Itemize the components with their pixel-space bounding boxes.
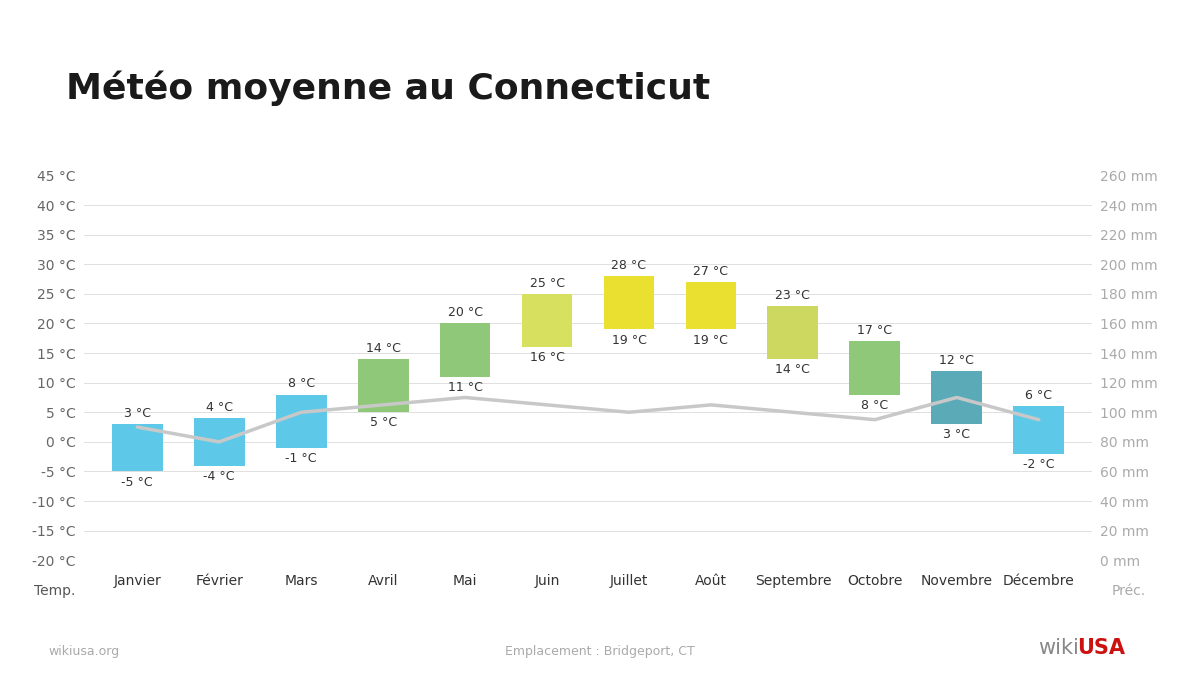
Bar (522, 294, 572, 347)
Text: 6 °C: 6 °C (1025, 389, 1052, 402)
Bar (194, 418, 245, 466)
Text: Préc.: Préc. (1112, 584, 1146, 597)
Text: 14 °C: 14 °C (366, 342, 401, 355)
Text: -4 °C: -4 °C (204, 470, 235, 483)
Text: -2 °C: -2 °C (1022, 458, 1055, 471)
Text: 20 °C: 20 °C (448, 306, 482, 319)
Text: 12 °C: 12 °C (940, 354, 974, 367)
Text: 17 °C: 17 °C (857, 324, 893, 337)
Bar (685, 282, 737, 329)
Text: 3 °C: 3 °C (943, 428, 971, 441)
Text: 8 °C: 8 °C (288, 377, 314, 390)
Text: 14 °C: 14 °C (775, 363, 810, 376)
Text: 16 °C: 16 °C (529, 351, 564, 364)
Text: 27 °C: 27 °C (694, 265, 728, 278)
Text: Temp.: Temp. (34, 584, 74, 597)
Text: 23 °C: 23 °C (775, 289, 810, 302)
Text: 11 °C: 11 °C (448, 381, 482, 394)
Bar (112, 424, 163, 471)
Text: Emplacement : Bridgeport, CT: Emplacement : Bridgeport, CT (505, 645, 695, 658)
Bar (768, 306, 818, 359)
Bar (931, 371, 982, 424)
Text: 28 °C: 28 °C (612, 259, 647, 272)
Text: 3 °C: 3 °C (124, 407, 151, 420)
Text: -1 °C: -1 °C (286, 452, 317, 465)
Text: USA: USA (1078, 638, 1126, 658)
Bar (850, 342, 900, 394)
Text: 5 °C: 5 °C (370, 416, 397, 429)
Bar (604, 276, 654, 329)
Text: 19 °C: 19 °C (612, 333, 647, 346)
Bar (358, 359, 408, 412)
Text: wiki: wiki (1038, 638, 1079, 658)
Text: 4 °C: 4 °C (205, 401, 233, 414)
Text: 19 °C: 19 °C (694, 333, 728, 346)
Text: wikiusa.org: wikiusa.org (48, 645, 119, 658)
Bar (1013, 406, 1064, 454)
Text: 8 °C: 8 °C (862, 399, 888, 412)
Bar (439, 323, 491, 377)
Text: -5 °C: -5 °C (121, 476, 154, 489)
Text: Météo moyenne au Connecticut: Météo moyenne au Connecticut (66, 71, 710, 107)
Bar (276, 394, 326, 448)
Text: 25 °C: 25 °C (529, 277, 564, 290)
